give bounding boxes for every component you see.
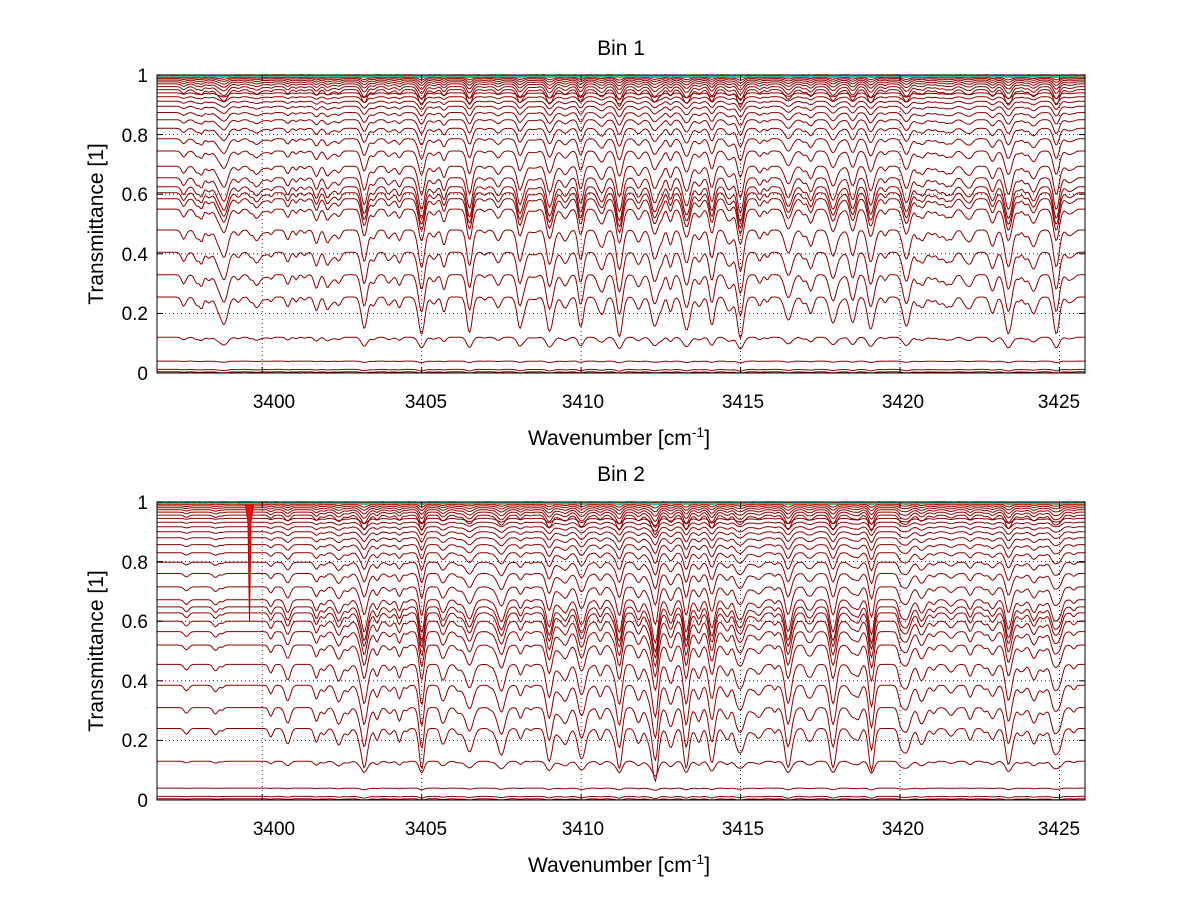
transmittance-curve bbox=[157, 509, 1085, 523]
y-tick-label: 0 bbox=[137, 364, 148, 385]
y-tick-label: 1 bbox=[137, 493, 148, 514]
transmittance-curve bbox=[157, 795, 1085, 800]
y-axis-label: Transmittance [1] bbox=[85, 143, 108, 304]
transmittance-curve bbox=[157, 620, 1085, 668]
transmittance-curve bbox=[157, 78, 1085, 84]
transmittance-curve bbox=[157, 586, 1085, 626]
panel-title: Bin 1 bbox=[597, 37, 645, 60]
transmittance-curve bbox=[157, 707, 1085, 762]
transmittance-curve bbox=[157, 274, 1085, 318]
y-tick-label: 0.8 bbox=[122, 126, 148, 147]
transmittance-curve bbox=[157, 368, 1085, 372]
x-axis-label: Wavenumber [cm-1] bbox=[528, 424, 710, 450]
panel-title: Bin 2 bbox=[597, 463, 645, 486]
transmittance-curve bbox=[157, 119, 1085, 136]
transmittance-curve bbox=[157, 83, 1085, 96]
x-tick-label: 3420 bbox=[882, 392, 924, 413]
transmittance-curve bbox=[157, 561, 1085, 590]
transmittance-curve bbox=[157, 138, 1085, 162]
y-tick-label: 0.2 bbox=[122, 731, 148, 752]
transmittance-curve bbox=[157, 165, 1085, 199]
curve-group bbox=[156, 73, 1086, 374]
transmittance-curve bbox=[157, 360, 1085, 364]
near-unity-curve bbox=[156, 74, 1086, 79]
transmittance-curve bbox=[157, 251, 1085, 295]
transmittance-curve bbox=[157, 92, 1085, 100]
axes-box bbox=[156, 501, 1086, 801]
transmittance-curve bbox=[157, 296, 1085, 340]
transmittance-curve bbox=[157, 631, 1085, 679]
curve-group bbox=[156, 500, 1086, 801]
transmittance-curve bbox=[157, 336, 1085, 350]
transmittance-curve bbox=[157, 599, 1085, 645]
y-tick-label: 0.6 bbox=[122, 185, 148, 206]
transmittance-curve bbox=[157, 572, 1085, 607]
transmittance-curve bbox=[157, 79, 1085, 87]
x-tick-label: 3400 bbox=[253, 392, 295, 413]
transmittance-curve bbox=[157, 760, 1085, 777]
y-tick-label: 0.2 bbox=[122, 304, 148, 325]
y-axis-label: Transmittance [1] bbox=[85, 570, 108, 731]
tick-marks bbox=[157, 74, 1085, 374]
transmittance-curve bbox=[157, 612, 1085, 660]
transmittance-curve bbox=[157, 531, 1085, 546]
x-tick-label: 3410 bbox=[562, 392, 604, 413]
transmittance-curve bbox=[157, 198, 1085, 236]
transmittance-curve bbox=[157, 186, 1085, 224]
x-tick-label: 3420 bbox=[882, 819, 924, 840]
transmittance-curve bbox=[157, 521, 1085, 532]
x-tick-label: 3425 bbox=[1038, 819, 1080, 840]
transmittance-curve bbox=[157, 177, 1085, 215]
transmittance-curve bbox=[157, 112, 1085, 127]
transmittance-curve bbox=[157, 208, 1085, 246]
y-tick-label: 1 bbox=[137, 66, 148, 87]
transmittance-curve bbox=[157, 89, 1085, 108]
transmittance-curve bbox=[157, 192, 1085, 230]
transmittance-curve bbox=[157, 606, 1085, 654]
transmittance-curve bbox=[157, 727, 1085, 783]
panel-bin-1: Bin 1 3400 3405 3410 3415 3420 3425 0 0.… bbox=[85, 37, 1086, 450]
transmittance-curve bbox=[157, 517, 1085, 527]
x-tick-label: 3425 bbox=[1038, 392, 1080, 413]
transmittance-curve bbox=[157, 511, 1085, 529]
transmittance-curve bbox=[157, 150, 1085, 179]
transmittance-curve bbox=[157, 787, 1085, 791]
transmittance-curve bbox=[157, 505, 1085, 513]
y-tick-label: 0.6 bbox=[122, 612, 148, 633]
transmittance-curve bbox=[157, 100, 1085, 111]
x-axis-label: Wavenumber [cm-1] bbox=[528, 851, 710, 877]
transmittance-curve bbox=[157, 96, 1085, 105]
transmittance-curve bbox=[157, 544, 1085, 565]
transmittance-curve bbox=[157, 644, 1085, 692]
x-tick-label: 3415 bbox=[722, 819, 764, 840]
x-tick-label: 3410 bbox=[562, 819, 604, 840]
x-tick-label: 3405 bbox=[405, 392, 447, 413]
transmittance-curve bbox=[157, 105, 1085, 118]
transmittance-curve bbox=[157, 81, 1085, 91]
y-tick-label: 0.8 bbox=[122, 553, 148, 574]
transmittance-curve bbox=[157, 507, 1085, 517]
absorption-spike bbox=[244, 504, 255, 622]
transmittance-curve bbox=[157, 663, 1085, 719]
axes-box bbox=[156, 74, 1086, 374]
transmittance-curve bbox=[157, 684, 1085, 740]
transmittance-curve bbox=[157, 552, 1085, 576]
transmittance-curve bbox=[157, 127, 1085, 148]
y-tick-label: 0 bbox=[137, 791, 148, 812]
y-tick-label: 0.4 bbox=[122, 672, 149, 693]
x-tick-label: 3405 bbox=[405, 819, 447, 840]
tick-marks bbox=[157, 501, 1085, 801]
transmittance-curve bbox=[157, 229, 1085, 273]
y-tick-label: 0.4 bbox=[122, 245, 149, 266]
panel-bin-2: Bin 2 3400 3405 3410 3415 3420 3425 0 0.… bbox=[85, 463, 1086, 877]
x-tick-label: 3400 bbox=[253, 819, 295, 840]
near-unity-curve bbox=[156, 501, 1086, 506]
x-tick-label: 3415 bbox=[722, 392, 764, 413]
transmittance-curve bbox=[157, 537, 1085, 555]
transmittance-curve bbox=[157, 526, 1085, 539]
